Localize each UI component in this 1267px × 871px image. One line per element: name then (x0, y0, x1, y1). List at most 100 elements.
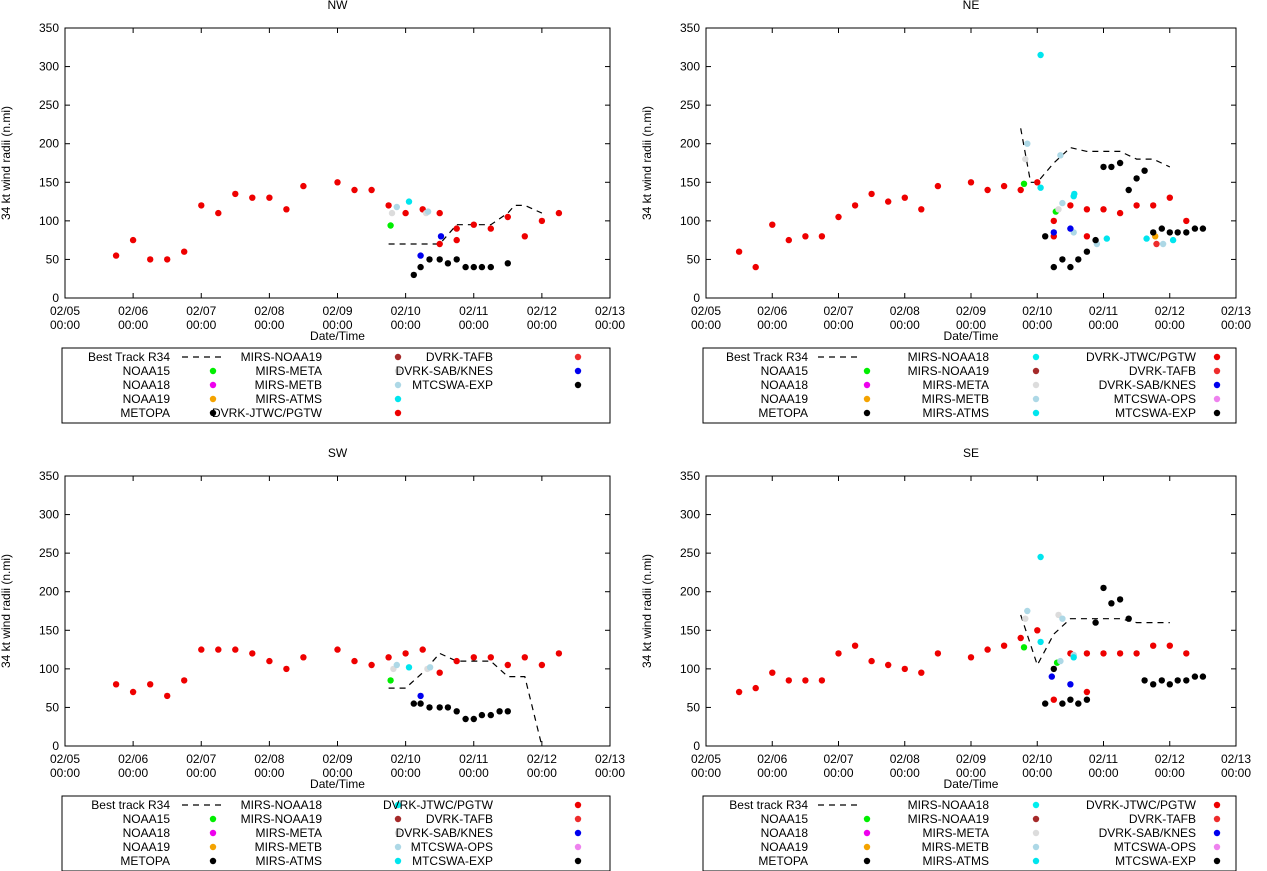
data-point (1037, 184, 1044, 191)
legend-item: Best track R34 (729, 798, 858, 812)
data-point (1150, 642, 1157, 649)
legend-dot-marker (209, 409, 217, 417)
data-point (521, 233, 528, 240)
legend-label: MIRS-ATMS (256, 392, 322, 406)
legend-item: MTCSWA-EXP (412, 378, 582, 392)
x-tick-time: 00:00 (1088, 766, 1118, 780)
data-point (1108, 163, 1115, 171)
data-point (462, 263, 469, 271)
legend-label: MIRS-ATMS (923, 406, 989, 420)
legend-item: METOPA (120, 406, 217, 420)
y-tick-label: 50 (46, 252, 60, 266)
x-tick-time: 00:00 (527, 318, 557, 332)
x-tick-time: 00:00 (691, 318, 721, 332)
legend-item: NOAA19 (123, 840, 217, 854)
legend-dot-marker (1032, 409, 1040, 417)
series-dvrk-sab-knes (1048, 673, 1074, 688)
data-point (901, 194, 908, 201)
x-tick-time: 00:00 (254, 766, 284, 780)
chart-panel-ne: NE05010015020025030035002/0500:0002/0600… (640, 0, 1251, 424)
y-axis-label: 34 kt wind radii (n.mi) (0, 106, 13, 220)
best-track-line (1020, 614, 1170, 667)
legend-label: MTCSWA-EXP (1115, 854, 1196, 868)
chart-title: SW (328, 446, 348, 460)
series-mtcswa-exp (1042, 584, 1207, 707)
legend-dot-marker (394, 857, 402, 865)
data-point (1067, 263, 1074, 271)
legend-dot-marker (574, 829, 582, 837)
data-point (752, 684, 759, 692)
x-tick-date: 02/05 (50, 304, 80, 318)
legend-label: DVRK-JTWC/PGTW (383, 798, 494, 812)
data-point (1059, 199, 1066, 207)
x-axis-label: Date/Time (944, 777, 999, 791)
legend-dot-marker (1213, 829, 1221, 837)
data-point (405, 198, 413, 205)
data-point (164, 256, 171, 263)
legend-dot-marker (574, 815, 582, 823)
data-point (1024, 140, 1031, 147)
legend-label: MIRS-META (256, 364, 322, 378)
legend-dot-marker (394, 395, 402, 403)
x-tick-date: 02/13 (1221, 304, 1251, 318)
chart-title: NW (328, 0, 349, 12)
legend-item: MIRS-NOAA18 (241, 798, 402, 812)
legend-item: MIRS-META (256, 364, 402, 378)
data-point (453, 236, 460, 244)
data-point (453, 657, 460, 665)
x-tick-date: 02/08 (890, 304, 920, 318)
data-point (1050, 217, 1058, 225)
data-point (802, 233, 809, 240)
series-noaa15 (1020, 180, 1060, 215)
data-point (1183, 229, 1190, 236)
y-tick-label: 250 (680, 546, 700, 560)
legend-item: NOAA19 (123, 392, 217, 406)
plot-frame (705, 475, 1237, 747)
series-mirs-atms (1037, 553, 1077, 661)
legend-dot-marker (1032, 395, 1040, 403)
legend-label: DVRK-SAB/KNES (1099, 378, 1196, 392)
legend-item: MIRS-NOAA18 (908, 798, 1040, 812)
data-point (426, 664, 434, 671)
legend-item: MIRS-NOAA19 (908, 364, 1040, 378)
data-point (181, 248, 188, 255)
data-point (1024, 607, 1031, 615)
legend-item: MTCSWA-OPS (1114, 840, 1221, 854)
legend-item: METOPA (758, 406, 871, 420)
data-point (538, 661, 546, 669)
x-tick-date: 02/12 (1155, 304, 1185, 318)
legend-item: MTCSWA-EXP (1115, 854, 1221, 868)
legend-item: MTCSWA-EXP (1115, 406, 1221, 420)
legend-label: NOAA15 (123, 364, 171, 378)
data-point (351, 186, 358, 194)
x-tick-date: 02/11 (459, 752, 488, 766)
y-tick-label: 300 (680, 60, 700, 74)
x-tick-time: 00:00 (459, 766, 489, 780)
data-point (215, 209, 222, 217)
data-point (818, 677, 826, 684)
legend-label: MIRS-NOAA19 (241, 350, 323, 364)
data-point (1071, 190, 1078, 198)
legend-item: NOAA18 (123, 826, 217, 840)
series-dvrk-sab-knes (417, 692, 424, 700)
y-tick-label: 350 (39, 469, 59, 483)
x-tick-date: 02/06 (757, 304, 787, 318)
x-tick-time: 00:00 (1221, 318, 1251, 332)
x-tick-date: 02/06 (757, 752, 787, 766)
data-point (1050, 263, 1058, 271)
series-noaa15 (387, 677, 394, 684)
y-tick-label: 200 (680, 585, 700, 599)
series-dvrk-jtwc-pgtw (735, 627, 1190, 703)
data-point (436, 256, 443, 263)
data-point (1100, 206, 1107, 213)
data-point (1141, 167, 1148, 174)
x-tick-date: 02/06 (118, 752, 148, 766)
data-point (1034, 179, 1041, 186)
data-point (1141, 677, 1148, 684)
x-tick-date: 02/09 (956, 752, 986, 766)
legend-item: NOAA15 (761, 812, 871, 826)
data-point (387, 222, 394, 229)
legend-label: MIRS-NOAA18 (241, 798, 323, 812)
x-tick-date: 02/10 (391, 752, 421, 766)
